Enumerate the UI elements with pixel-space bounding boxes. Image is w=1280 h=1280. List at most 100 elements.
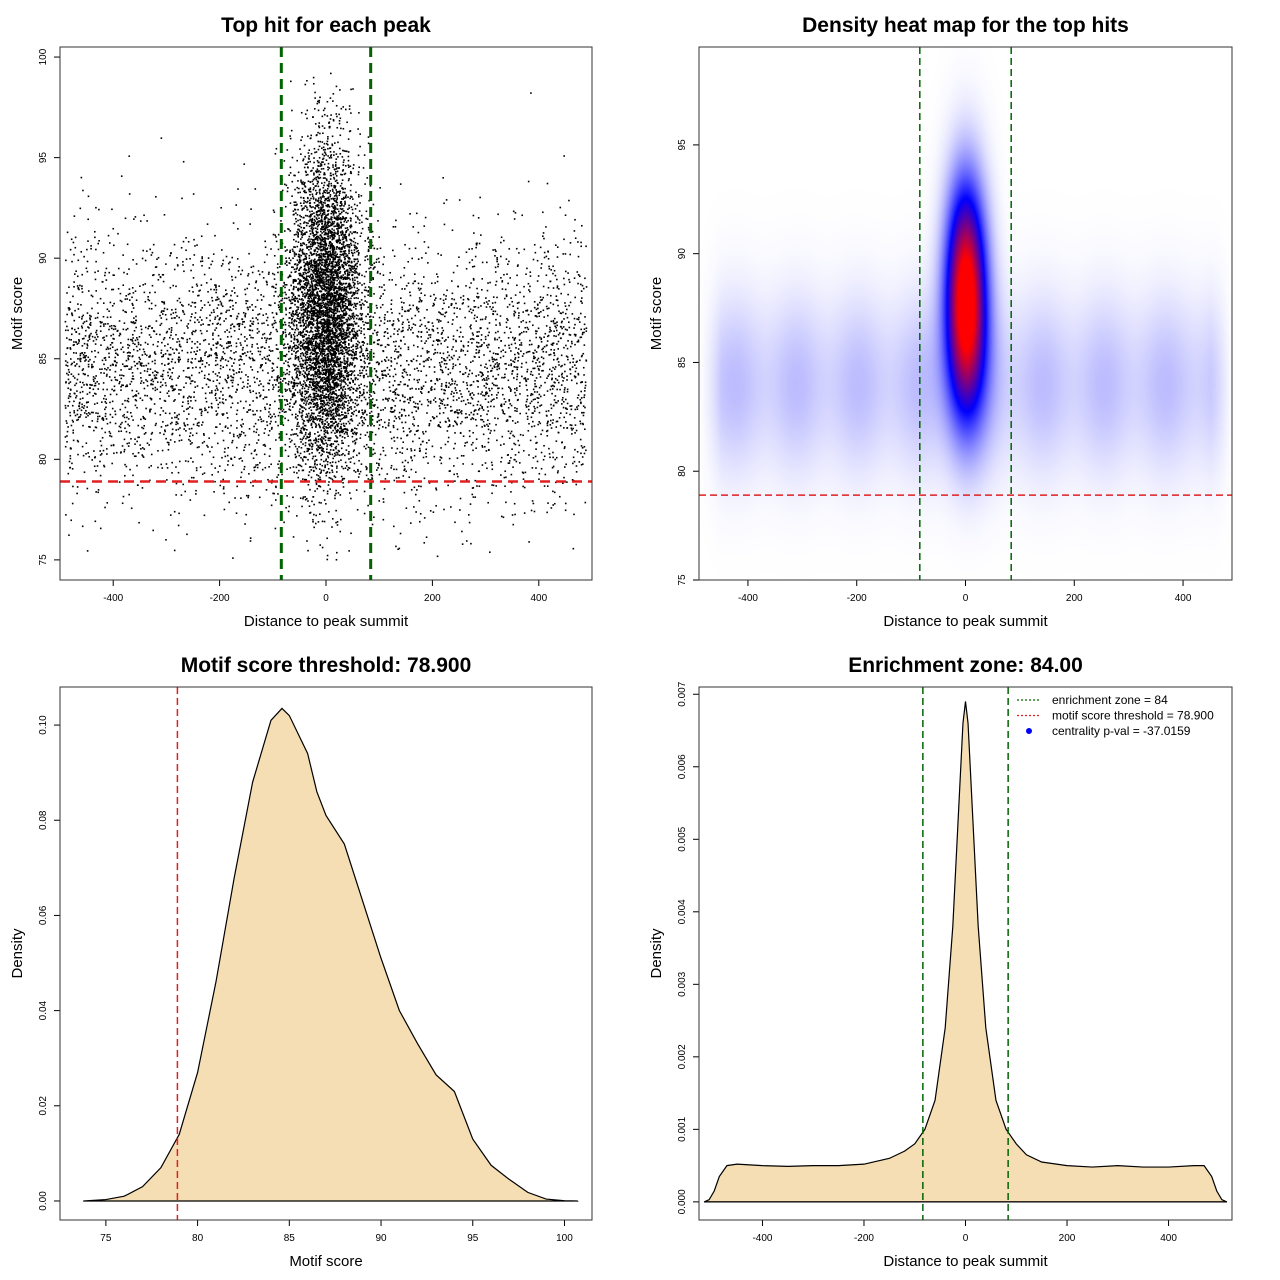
scatter-point (400, 330, 403, 333)
scatter-point (180, 319, 183, 322)
scatter-point (366, 431, 369, 434)
scatter-point (401, 414, 403, 416)
scatter-point (494, 301, 497, 304)
scatter-point (165, 437, 167, 440)
scatter-point (96, 316, 99, 319)
scatter-point (275, 344, 278, 346)
scatter-point (465, 366, 467, 368)
scatter-point (315, 340, 317, 343)
scatter-point (243, 363, 245, 365)
scatter-point (364, 398, 367, 401)
scatter-point (552, 358, 555, 361)
scatter-point (440, 342, 442, 345)
scatter-point (425, 536, 428, 539)
scatter-point (384, 330, 387, 333)
scatter-point (185, 258, 188, 260)
scatter-point (105, 267, 108, 270)
scatter-point (562, 253, 565, 255)
scatter-point (73, 281, 75, 283)
scatter-point (305, 404, 307, 406)
scatter-point (174, 416, 176, 419)
scatter-point (564, 302, 566, 304)
scatter-point (99, 474, 102, 477)
scatter-point (244, 326, 246, 329)
scatter-point (67, 368, 70, 371)
scatter-point (393, 479, 396, 482)
scatter-point (273, 273, 276, 276)
scatter-point (545, 226, 547, 228)
scatter-point (546, 434, 549, 437)
scatter-point (477, 392, 480, 395)
scatter-point (526, 418, 529, 420)
scatter-point (425, 374, 428, 377)
scatter-point (319, 298, 322, 301)
scatter-point (431, 445, 434, 448)
scatter-point (438, 319, 440, 321)
scatter-point (244, 293, 247, 296)
scatter-point (483, 377, 485, 380)
scatter-point (153, 274, 155, 276)
scatter-point (99, 527, 102, 530)
scatter-point (355, 489, 358, 491)
scatter-point (232, 304, 234, 307)
scatter-point (583, 344, 586, 346)
scatter-point (216, 357, 218, 359)
scatter-point (415, 410, 418, 413)
scatter-point (210, 402, 213, 405)
scatter-point (278, 460, 281, 463)
scatter-point (566, 481, 568, 483)
scatter-point (198, 421, 200, 424)
scatter-point (474, 418, 477, 421)
scatter-point (395, 397, 397, 400)
scatter-point (577, 372, 580, 375)
scatter-point (345, 414, 348, 417)
scatter-point (547, 257, 550, 260)
scatter-point (384, 398, 387, 400)
scatter-point (248, 404, 251, 406)
scatter-point (413, 449, 416, 451)
scatter-point (525, 309, 527, 312)
scatter-point (366, 358, 369, 361)
scatter-point (219, 364, 222, 367)
scatter-point (319, 320, 321, 323)
scatter-point (141, 362, 143, 365)
scatter-point (566, 388, 569, 391)
scatter-point (406, 434, 409, 436)
scatter-point (488, 387, 490, 390)
scatter-point (303, 478, 306, 481)
scatter-point (244, 340, 246, 342)
scatter-point (164, 314, 167, 316)
scatter-point (85, 359, 87, 361)
scatter-point (302, 383, 305, 386)
scatter-point (386, 311, 389, 313)
scatter-point (482, 433, 485, 436)
scatter-point (98, 383, 100, 385)
scatter-point (504, 470, 507, 473)
scatter-point (209, 450, 211, 453)
scatter-point (378, 324, 381, 327)
scatter-point (424, 381, 427, 383)
scatter-point (116, 330, 119, 332)
scatter-point (541, 370, 543, 372)
scatter-point (398, 312, 401, 315)
scatter-point (506, 419, 509, 421)
scatter-point (93, 361, 95, 363)
scatter-point (204, 409, 206, 412)
scatter-point (465, 540, 468, 542)
scatter-point (140, 380, 143, 382)
scatter-point (277, 295, 280, 298)
scatter-point (513, 218, 516, 220)
scatter-point (162, 369, 165, 372)
scatter-point (465, 285, 467, 287)
scatter-point (579, 312, 582, 315)
scatter-point (496, 439, 498, 442)
scatter-point (360, 417, 362, 419)
scatter-point (533, 300, 536, 303)
scatter-point (230, 375, 232, 377)
scatter-point (261, 468, 264, 471)
scatter-point (495, 423, 497, 426)
scatter-point (211, 260, 214, 263)
scatter-point (469, 394, 471, 396)
scatter-point (81, 406, 83, 408)
scatter-point (532, 398, 535, 401)
